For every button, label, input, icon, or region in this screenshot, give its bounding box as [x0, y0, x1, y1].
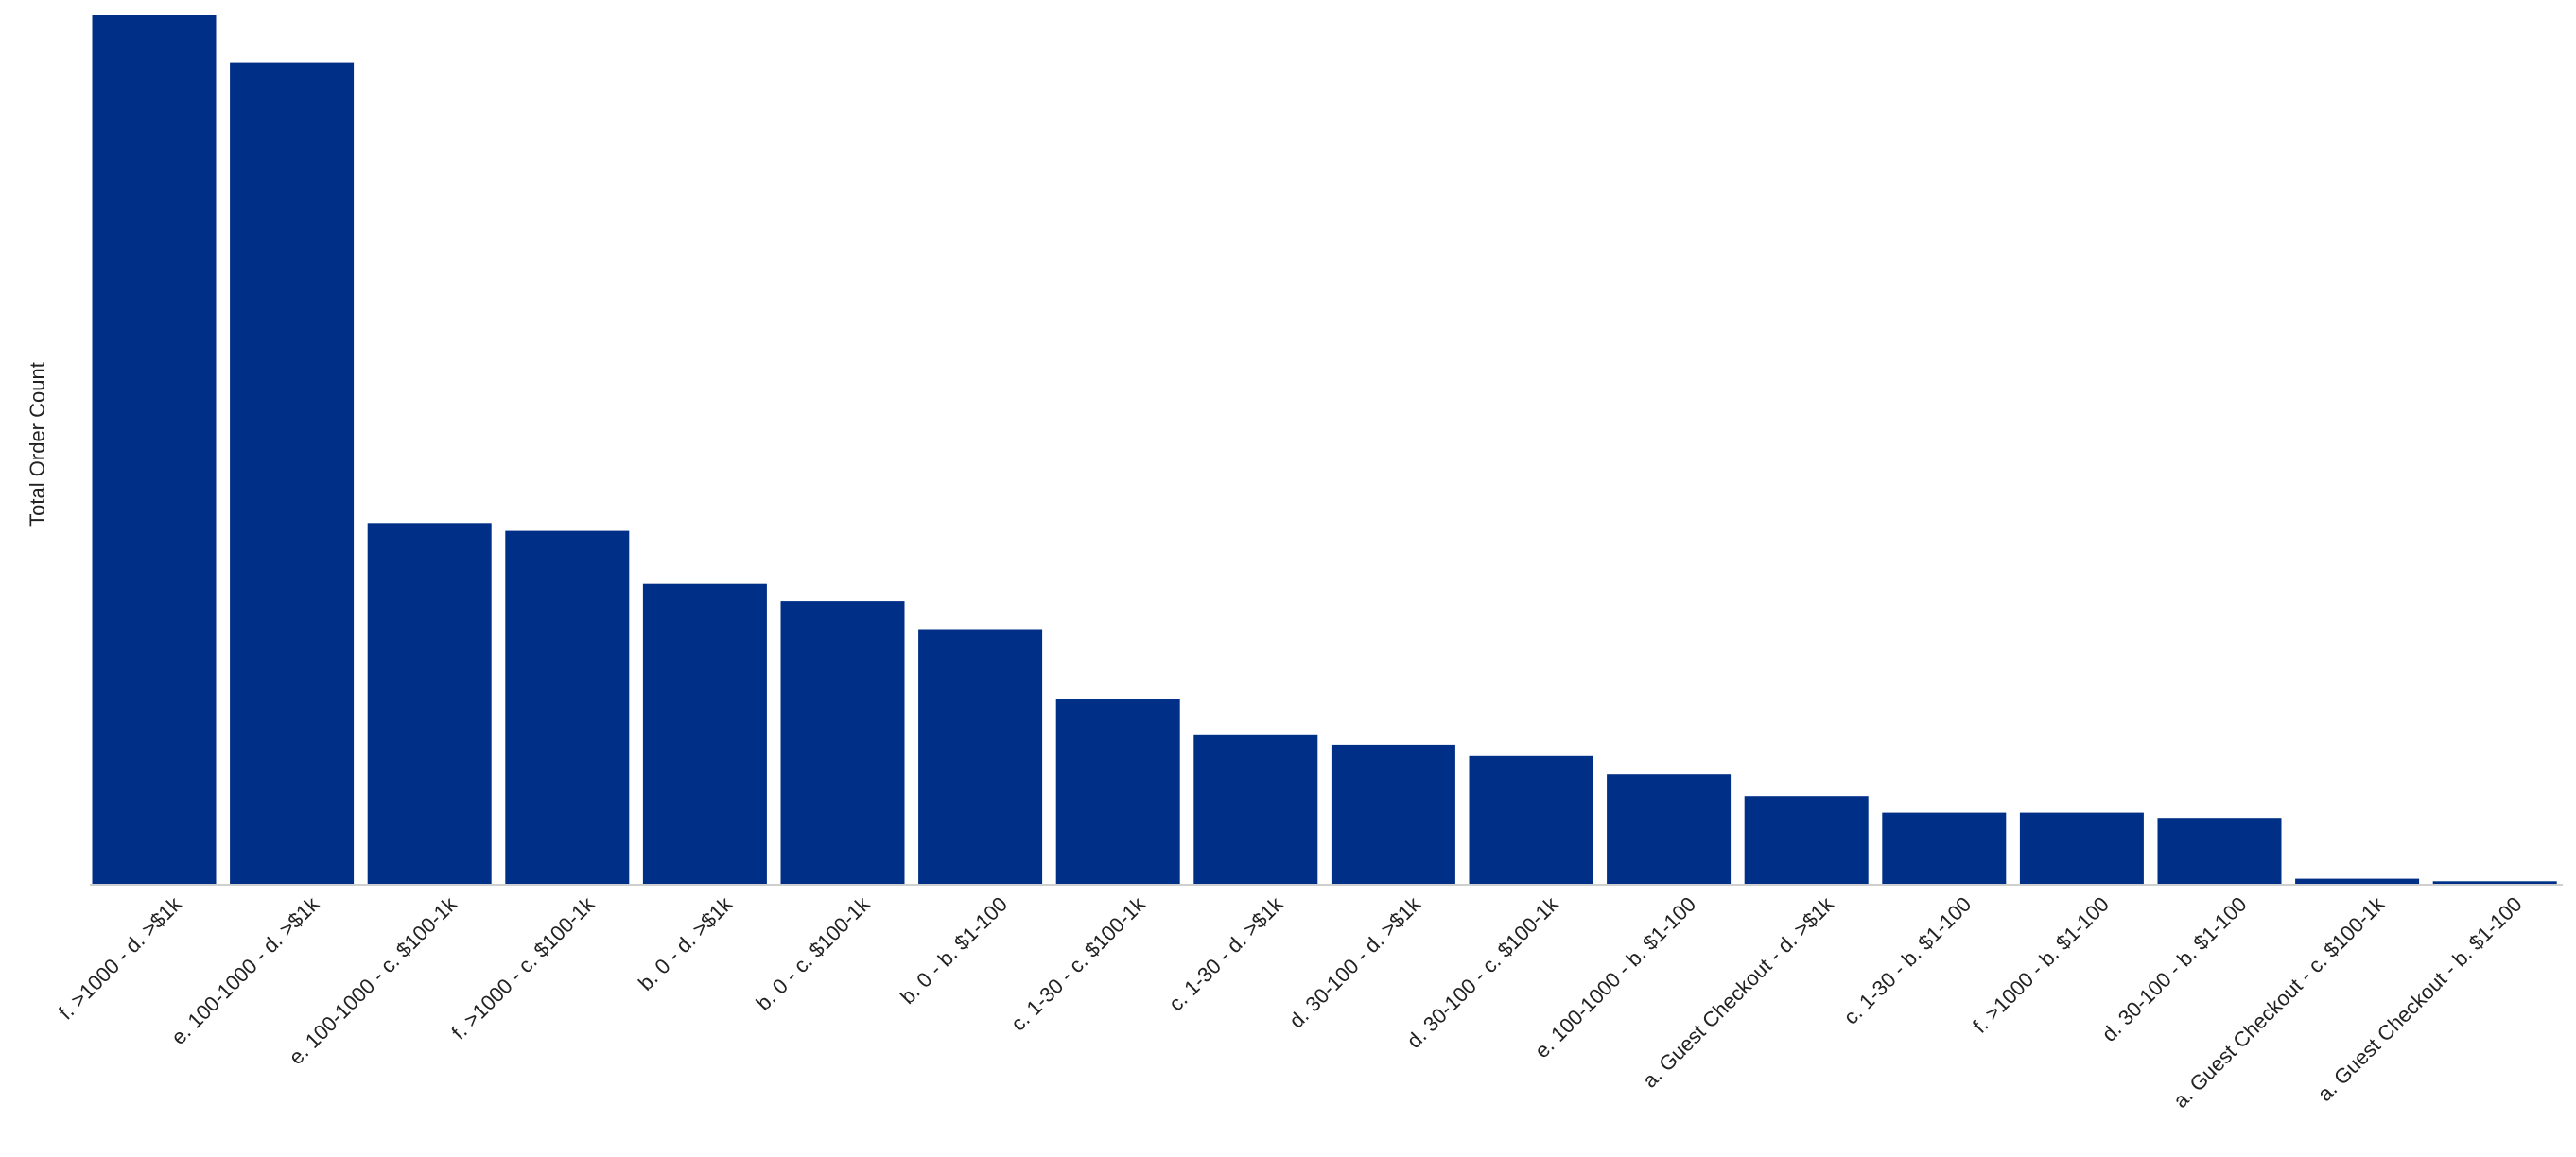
- x-tick-label: d. 30-100 - c. $100-1k: [1402, 891, 1564, 1053]
- bar[interactable]: [1469, 755, 1593, 885]
- x-tick-label: c. 1-30 - d. >$1k: [1164, 891, 1288, 1015]
- bar[interactable]: [780, 601, 905, 885]
- x-tick-label: d. 30-100 - b. $1-100: [2097, 892, 2252, 1046]
- bar[interactable]: [1607, 774, 1732, 885]
- bar[interactable]: [505, 530, 630, 885]
- bar[interactable]: [2432, 881, 2557, 885]
- x-tick-label: f. >1000 - d. >$1k: [54, 891, 186, 1024]
- x-tick-label: f. >1000 - c. $100-1k: [447, 891, 600, 1045]
- x-tick-label: e. 100-1000 - b. $1-100: [1530, 892, 1700, 1062]
- bar[interactable]: [1744, 796, 1869, 885]
- x-tick-label: f. >1000 - b. $1-100: [1968, 892, 2114, 1038]
- bar[interactable]: [230, 62, 355, 886]
- bar[interactable]: [2295, 878, 2420, 885]
- bar[interactable]: [1331, 744, 1455, 885]
- x-tick-label: e. 100-1000 - d. >$1k: [166, 891, 324, 1049]
- bar[interactable]: [92, 15, 217, 885]
- x-tick-label: b. 0 - c. $100-1k: [751, 891, 875, 1015]
- x-tick-label: d. 30-100 - d. >$1k: [1284, 891, 1425, 1032]
- bar[interactable]: [1882, 812, 2007, 885]
- bar[interactable]: [642, 583, 767, 885]
- bar[interactable]: [918, 629, 1043, 886]
- x-tick-labels-group: f. >1000 - d. >$1ke. 100-1000 - d. >$1k e…: [54, 891, 2527, 1113]
- bar[interactable]: [1193, 734, 1318, 885]
- x-tick-label: b. 0 - b. $1-100: [896, 892, 1012, 1009]
- bar[interactable]: [1055, 699, 1180, 885]
- x-tick-label: c. 1-30 - c. $100-1k: [1006, 891, 1150, 1035]
- bar[interactable]: [367, 523, 492, 885]
- bar[interactable]: [2019, 812, 2144, 885]
- y-axis-title: Total Order Count: [26, 362, 49, 527]
- bars-group: [92, 15, 2557, 886]
- x-tick-label: b. 0 - d. >$1k: [634, 891, 738, 995]
- bar[interactable]: [2157, 818, 2282, 885]
- x-tick-label: c. 1-30 - b. $1-100: [1839, 892, 1976, 1029]
